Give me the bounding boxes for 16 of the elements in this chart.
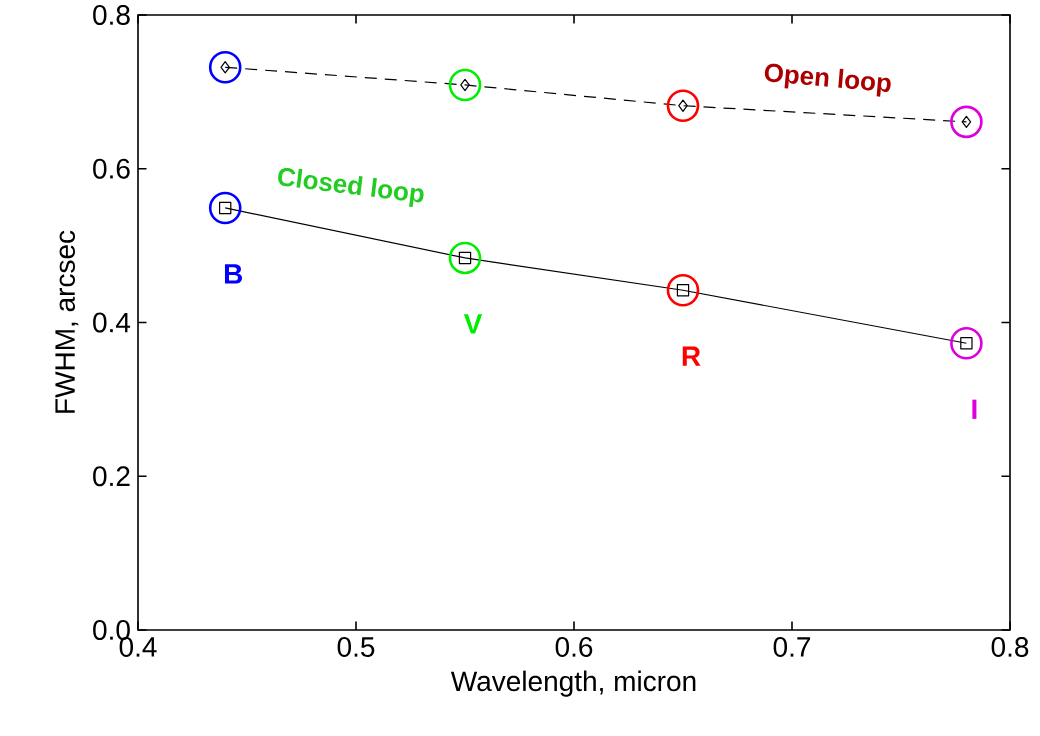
y-tick-label: 0.2 — [93, 466, 130, 487]
annotation: I — [972, 399, 977, 419]
text: Closed loop — [278, 167, 424, 208]
x-tick-label: 0.7 — [773, 637, 811, 657]
y-tick-label: 0.4 — [93, 312, 131, 333]
y-axis-title: FWHM, arcsec — [55, 230, 79, 413]
y-tick-label: 0.6 — [93, 158, 130, 179]
annotation: R — [682, 346, 701, 366]
x-tick-label: 0.8 — [991, 637, 1029, 657]
annotation: V — [463, 314, 483, 334]
series-label: Open loop — [764, 63, 891, 97]
annotation: B — [224, 264, 243, 284]
x-tick-label: 0.5 — [337, 637, 375, 657]
x-axis-title: Wavelength, micron — [450, 670, 696, 697]
y-tick-label: 0.8 — [93, 5, 130, 25]
x-tick-label: 0.6 — [555, 637, 593, 657]
